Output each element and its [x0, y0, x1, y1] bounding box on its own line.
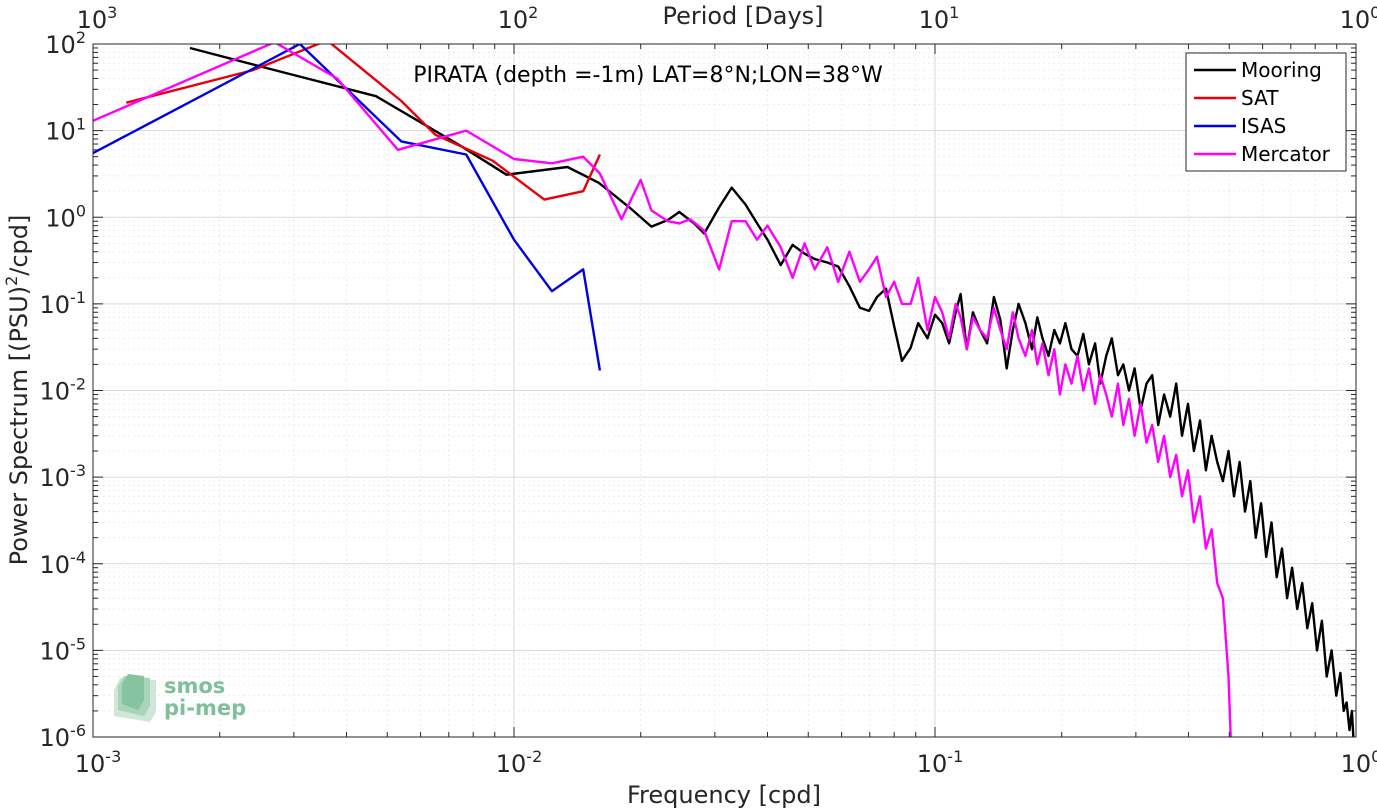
y-tick-label: 10-4 [40, 548, 87, 579]
legend-box [1185, 52, 1347, 172]
y-tick-label: 10-3 [40, 461, 87, 492]
y-tick-label: 102 [45, 28, 86, 59]
series-line-isas [93, 44, 602, 371]
logo-text-pi-mep: pi-mep [164, 696, 246, 720]
x-tick-label: 10-3 [75, 747, 122, 778]
top-tick-label: 100 [1340, 3, 1377, 34]
x-tick-label: 10-2 [496, 747, 543, 778]
y-tick-label: 10-2 [40, 375, 87, 406]
series-line-sat [126, 44, 601, 201]
grid-lines [93, 44, 1356, 737]
top-tick-label: 102 [498, 3, 539, 34]
logo-front-layer [122, 674, 144, 710]
y-axis-label-tail: /cpd] [5, 215, 33, 276]
legend-label-mercator: Mercator [1241, 142, 1331, 166]
series-line-mercator [93, 44, 1232, 737]
chart-title: PIRATA (depth =-1m) LAT=8°N;LON=38°W [413, 63, 883, 88]
y-tick-label: 10-1 [40, 288, 87, 319]
top-tick-label: 101 [919, 3, 960, 34]
y-axis-label-exponent: 2 [2, 276, 21, 286]
legend: Mooring SAT ISAS Mercator [1185, 52, 1347, 172]
y-axis-label-main: Power Spectrum [(PSU) [5, 286, 33, 565]
y-axis-label: Power Spectrum [(PSU)2/cpd] [2, 215, 33, 566]
y-tick-label: 100 [45, 201, 86, 232]
smos-pi-mep-logo: smos pi-mep [114, 674, 246, 722]
plot-area [93, 44, 1355, 737]
series-lines [93, 44, 1355, 737]
y-tick-label: 10-6 [40, 721, 87, 752]
top-axis-label: Period [Days] [662, 2, 823, 30]
x-axis-label: Frequency [cpd] [627, 781, 821, 809]
tick-marks [93, 44, 1356, 737]
x-tick-label: 100 [1341, 747, 1377, 778]
legend-label-isas: ISAS [1241, 114, 1286, 138]
y-tick-label: 101 [45, 115, 86, 146]
y-tick-label: 10-5 [40, 634, 87, 665]
logo-text-smos: smos [164, 674, 225, 698]
top-tick-label: 103 [77, 3, 118, 34]
x-tick-label: 10-1 [917, 747, 964, 778]
legend-label-mooring: Mooring [1241, 58, 1322, 82]
legend-label-sat: SAT [1241, 86, 1279, 110]
